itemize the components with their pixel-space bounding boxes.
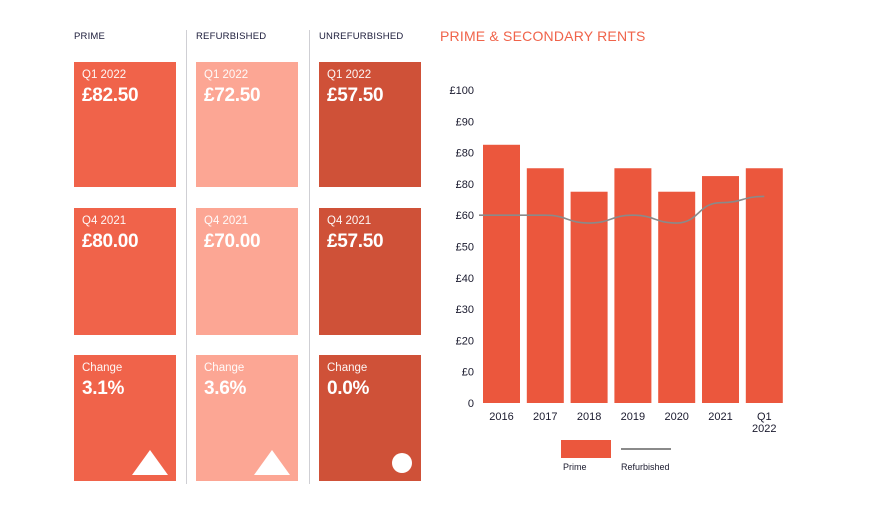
column-divider	[309, 30, 310, 484]
x-tick-label: 2019	[621, 411, 645, 423]
x-tick-label: 2018	[577, 411, 601, 423]
column-header-refurbished: REFURBISHED	[196, 31, 267, 42]
card-prime-change: Change 3.1%	[74, 355, 176, 481]
legend-swatch-prime	[561, 440, 611, 458]
chart-title: PRIME & SECONDARY RENTS	[440, 28, 646, 44]
card-rent-value: £57.50	[327, 85, 384, 106]
x-tick-label: 2020	[664, 411, 688, 423]
legend-label-refurbished: Refurbished	[621, 462, 670, 472]
bar-prime	[570, 191, 608, 403]
card-period-label: Q1 2022	[204, 69, 249, 81]
x-tick-label: 2017	[533, 411, 557, 423]
y-tick-label: £80	[456, 148, 474, 160]
card-refurbished-q1-2022: Q1 2022 £72.50	[196, 62, 298, 187]
card-unrefurbished-change: Change 0.0%	[319, 355, 421, 481]
card-period-label: Q4 2021	[327, 215, 372, 227]
card-period-label: Q4 2021	[82, 215, 127, 227]
y-tick-label: £80	[456, 179, 474, 191]
card-rent-value: £57.50	[327, 231, 384, 252]
column-header-unrefurbished: UNREFURBISHED	[319, 31, 404, 42]
y-tick-label: £90	[456, 116, 474, 128]
x-tick-label: Q1 2022	[752, 411, 776, 435]
card-change-value: 0.0%	[327, 378, 370, 399]
card-change-label: Change	[327, 362, 368, 374]
y-tick-label: £100	[450, 85, 474, 97]
card-prime-q1-2022: Q1 2022 £82.50	[74, 62, 176, 187]
card-rent-value: £82.50	[82, 85, 139, 106]
y-tick-label: £30	[456, 304, 474, 316]
y-tick-label: £0	[462, 367, 474, 379]
card-refurbished-change: Change 3.6%	[196, 355, 298, 481]
card-rent-value: £72.50	[204, 85, 261, 106]
card-refurbished-q4-2021: Q4 2021 £70.00	[196, 208, 298, 335]
card-unrefurbished-q1-2022: Q1 2022 £57.50	[319, 62, 421, 187]
card-period-label: Q4 2021	[204, 215, 249, 227]
y-tick-label: 0	[468, 398, 474, 410]
card-rent-value: £70.00	[204, 231, 261, 252]
y-tick-label: £50	[456, 242, 474, 254]
bar-prime	[526, 168, 564, 403]
card-change-value: 3.6%	[204, 378, 247, 399]
bar-prime	[702, 176, 739, 403]
x-tick-label: 2021	[708, 411, 732, 423]
x-tick-label: 2016	[489, 411, 513, 423]
card-change-label: Change	[82, 362, 123, 374]
card-rent-value: £80.00	[82, 231, 139, 252]
y-tick-label: £20	[456, 335, 474, 347]
card-prime-q4-2021: Q4 2021 £80.00	[74, 208, 176, 335]
column-header-prime: PRIME	[74, 31, 106, 42]
y-tick-label: £60	[456, 210, 474, 222]
y-tick-label: £40	[456, 273, 474, 285]
line-refurbished	[479, 195, 765, 224]
circle-icon	[392, 453, 412, 473]
bar-prime	[658, 191, 696, 403]
column-divider	[186, 30, 187, 484]
card-unrefurbished-q4-2021: Q4 2021 £57.50	[319, 208, 421, 335]
card-period-label: Q1 2022	[327, 69, 372, 81]
card-period-label: Q1 2022	[82, 69, 127, 81]
bar-prime	[483, 144, 520, 403]
card-change-value: 3.1%	[82, 378, 125, 399]
bar-prime	[745, 168, 783, 403]
legend-label-prime: Prime	[563, 462, 587, 472]
card-change-label: Change	[204, 362, 245, 374]
triangle-up-icon	[254, 450, 290, 475]
bar-prime	[614, 168, 652, 403]
triangle-up-icon	[132, 450, 168, 475]
